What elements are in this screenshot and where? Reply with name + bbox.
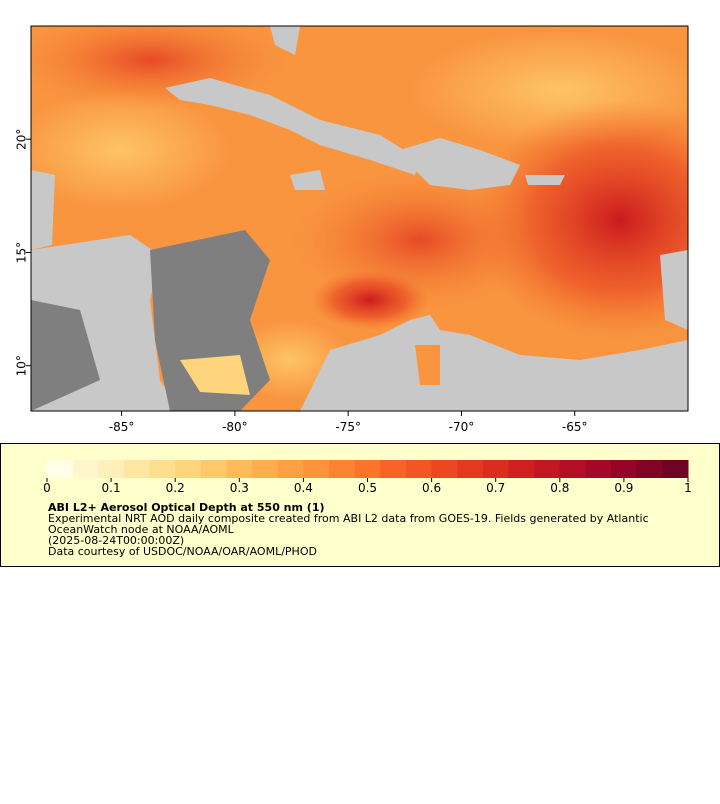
colorbar-step: [303, 460, 330, 478]
land: [660, 250, 688, 330]
colorbar-step: [175, 460, 202, 478]
colorbar-tick-label: 0.2: [166, 481, 185, 495]
colorbar-step: [611, 460, 638, 478]
aod-field: [31, 90, 230, 210]
colorbar-step: [405, 460, 433, 478]
y-tick-label: 15°: [15, 242, 29, 263]
map: [31, 26, 688, 411]
aod-field: [415, 345, 440, 385]
colorbar-step: [72, 460, 99, 478]
y-tick-label: 20°: [15, 129, 29, 150]
colorbar-step: [252, 460, 279, 478]
colorbar-step: [200, 460, 227, 478]
land: [525, 175, 565, 185]
colorbar-tick-label: 0.3: [230, 481, 249, 495]
colorbar-step: [585, 460, 612, 478]
map-frame: [30, 25, 689, 412]
colorbar-tick-label: 0: [43, 481, 51, 495]
colorbar-step: [662, 460, 689, 478]
x-tick-label: -65°: [562, 420, 588, 434]
colorbar-step: [457, 460, 484, 478]
colorbar-tick-label: 0.5: [358, 481, 377, 495]
legend-title: ABI L2+ Aerosol Optical Depth at 550 nm …: [48, 501, 325, 514]
legend-line: (2025-08-24T00:00:00Z): [48, 534, 184, 547]
colorbar-step: [329, 460, 356, 478]
colorbar-step: [47, 460, 74, 478]
colorbar-step: [431, 460, 458, 478]
land: [165, 78, 420, 175]
aod-field: [180, 355, 250, 395]
colorbar-tick-label: 0.8: [550, 481, 569, 495]
land: [31, 170, 55, 250]
colorbar-step: [534, 460, 561, 478]
aod-field: [310, 270, 430, 330]
colorbar-step: [482, 460, 510, 478]
land: [300, 315, 688, 411]
legend-line: Experimental NRT AOD daily composite cre…: [48, 512, 649, 525]
colorbar-step: [636, 460, 663, 478]
colorbar-step: [508, 460, 535, 478]
colorbar-tick-label: 0.6: [422, 481, 441, 495]
colorbar-step: [559, 460, 586, 478]
legend-line: OceanWatch node at NOAA/AOML: [48, 523, 235, 536]
x-tick-label: -85°: [109, 420, 135, 434]
x-tick-label: -75°: [335, 420, 361, 434]
colorbar-tick-label: 1: [684, 481, 692, 495]
x-tick-label: -80°: [222, 420, 248, 434]
colorbar-tick-label: 0.1: [102, 481, 121, 495]
colorbar-step: [380, 460, 407, 478]
colorbar-step: [149, 460, 176, 478]
colorbar-step: [98, 460, 125, 478]
colorbar-step: [123, 460, 151, 478]
colorbar-tick-label: 0.7: [486, 481, 505, 495]
y-tick-label: 10°: [15, 355, 29, 376]
legend-line: Data courtesy of USDOC/NOAA/OAR/AOML/PHO…: [48, 545, 317, 558]
land: [270, 26, 300, 55]
colorbar-step: [277, 460, 304, 478]
colorbar-step: [354, 460, 381, 478]
colorbar-step: [226, 460, 253, 478]
no-data: [31, 300, 100, 411]
x-tick-label: -70°: [449, 420, 475, 434]
colorbar-tick-label: 0.4: [294, 481, 313, 495]
colorbar-tick-label: 0.9: [614, 481, 633, 495]
land: [290, 170, 325, 190]
land: [400, 138, 520, 190]
